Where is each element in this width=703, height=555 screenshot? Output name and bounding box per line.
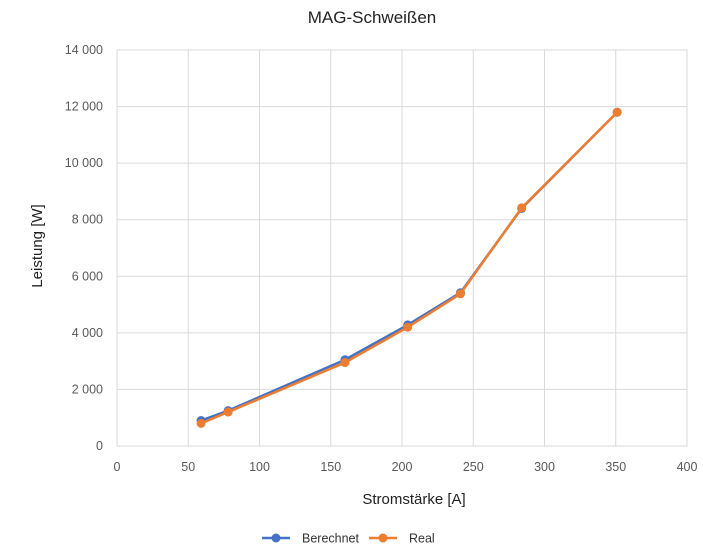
y-tick-label: 6 000 [72, 269, 103, 283]
data-point-real [340, 358, 350, 368]
x-tick-label: 400 [677, 460, 698, 474]
series-line-berechnet [199, 110, 619, 422]
legend-label-berechnet: Berechnet [302, 532, 360, 546]
x-tick-label: 100 [249, 460, 270, 474]
x-tick-label: 150 [320, 460, 341, 474]
legend-marker-real [378, 533, 388, 543]
x-axis-label: Stromstärke [A] [362, 491, 465, 508]
y-tick-label: 4 000 [72, 326, 103, 340]
y-tick-labels: 0 2 000 4 000 6 000 8 000 10 000 12 000 14 000 [65, 43, 103, 453]
data-point-real [455, 289, 465, 299]
grid-lines [116, 49, 688, 447]
y-tick-label: 14 000 [65, 43, 103, 57]
legend-label-real: Real [409, 532, 435, 546]
x-tick-label: 200 [392, 460, 413, 474]
y-tick-label: 10 000 [65, 156, 103, 170]
series-real [196, 107, 622, 428]
series-berechnet [196, 107, 622, 426]
x-tick-labels: 0 50 100 150 200 250 300 350 400 [114, 460, 698, 474]
y-axis-label: Leistung [W] [29, 204, 46, 287]
data-point-real [612, 107, 622, 117]
y-tick-label: 12 000 [65, 100, 103, 114]
x-tick-label: 50 [181, 460, 195, 474]
y-tick-label: 8 000 [72, 213, 103, 227]
x-tick-label: 0 [114, 460, 121, 474]
data-point-real [517, 203, 527, 213]
x-tick-label: 350 [605, 460, 626, 474]
x-tick-label: 250 [463, 460, 484, 474]
data-point-real [223, 407, 233, 417]
x-tick-label: 300 [534, 460, 555, 474]
series-layer [196, 107, 622, 428]
series-line-real [199, 110, 619, 425]
y-tick-label: 0 [96, 439, 103, 453]
legend: Berechnet Real [262, 532, 435, 546]
data-point-real [196, 418, 206, 428]
data-point-real [403, 322, 413, 332]
y-tick-label: 2 000 [72, 382, 103, 396]
chart-title: MAG-Schweißen [308, 8, 436, 27]
legend-marker-berechnet [271, 533, 281, 543]
